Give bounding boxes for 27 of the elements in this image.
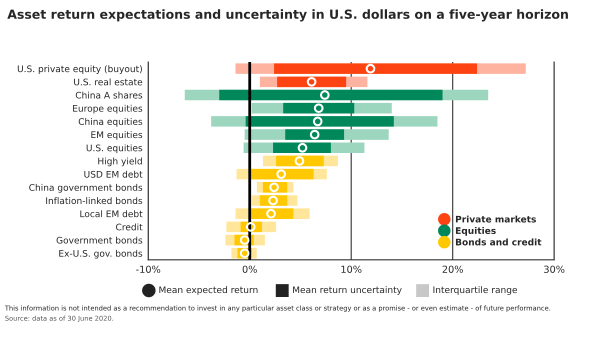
y-tick-label: Local EM debt — [80, 210, 142, 218]
x-tick-label: 0% — [242, 266, 257, 273]
x-tick-label: 10% — [341, 266, 362, 273]
x-tick-label: -10% — [136, 266, 160, 273]
y-tick-label: U.S. equities — [86, 144, 142, 154]
y-tick-label: China equities — [78, 118, 142, 127]
text: Interquartile range — [433, 286, 518, 295]
y-tick-label: USD EM debt — [84, 170, 142, 178]
y-tick-label: U.S. real estate — [74, 78, 142, 86]
y-tick-label: Credit — [116, 223, 142, 230]
y-tick-label: EM equities — [91, 131, 142, 140]
y-tick-label: Inflation-linked bonds — [46, 197, 142, 204]
y-tick-label: China government bonds — [29, 184, 142, 193]
x-tick-label: 30% — [544, 266, 564, 273]
legend-label: Private markets — [456, 216, 536, 223]
y-tick-label: High yield — [98, 158, 142, 166]
y-tick-label: China A shares — [76, 92, 142, 99]
y-tick-label: Government bonds — [56, 236, 142, 244]
y-tick-label: U.S. private equity (buyout) — [18, 65, 142, 74]
chart-title: Asset return expectations and uncertainty in U.S. dollars on a five-year horizon — [7, 9, 568, 22]
y-tick-label: Europe equities — [73, 104, 142, 114]
y-tick-label: Ex-U.S. gov. bonds — [59, 250, 142, 259]
x-tick-label: 20% — [442, 266, 463, 273]
legend-label: Equities — [456, 227, 496, 236]
text: Mean expected return — [159, 286, 258, 295]
legend-label: Bonds and credit — [456, 238, 542, 246]
text: Mean return uncertainty — [293, 286, 402, 295]
